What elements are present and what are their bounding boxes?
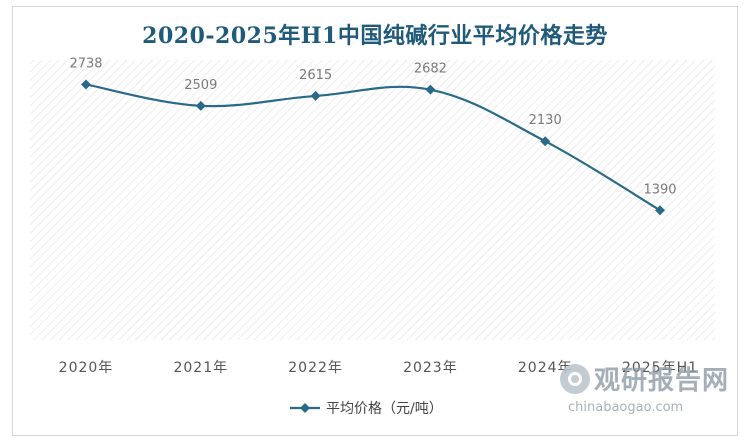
- data-label-4: 2130: [529, 113, 562, 128]
- watermark-url: chinabaogao.com: [568, 400, 684, 415]
- data-point-5: [655, 205, 665, 216]
- legend-label: 平均价格（元/吨）: [326, 401, 443, 417]
- chart-title: 2020-2025年H1中国纯碱行业平均价格走势: [142, 23, 608, 49]
- x-tick-label-5: 2025年H1: [622, 360, 698, 376]
- watermark: 观研报告网 chinabaogao.com: [560, 360, 740, 430]
- data-point-3: [425, 84, 436, 95]
- data-label-3: 2682: [414, 62, 447, 77]
- brand-logo-icon: [560, 364, 590, 394]
- plot-area: [30, 60, 715, 340]
- data-point-2: [310, 90, 321, 101]
- x-tick-label-1: 2021年: [173, 360, 228, 376]
- x-tick-label-3: 2023年: [403, 360, 458, 376]
- data-point-0: [81, 79, 91, 90]
- x-tick-label-4: 2024年: [518, 360, 573, 376]
- watermark-brand: 观研报告网: [594, 366, 730, 396]
- x-tick-label-0: 2020年: [59, 360, 114, 376]
- data-point-1: [195, 100, 206, 111]
- series-line-average-price: [85, 83, 661, 212]
- data-label-2: 2615: [299, 68, 332, 83]
- legend-marker-swatch: [300, 403, 310, 413]
- data-label-5: 1390: [643, 182, 676, 197]
- data-label-1: 2509: [184, 78, 217, 93]
- x-tick-label-2: 2022年: [288, 360, 343, 376]
- data-point-4: [540, 136, 551, 147]
- data-label-0: 2738: [69, 56, 102, 71]
